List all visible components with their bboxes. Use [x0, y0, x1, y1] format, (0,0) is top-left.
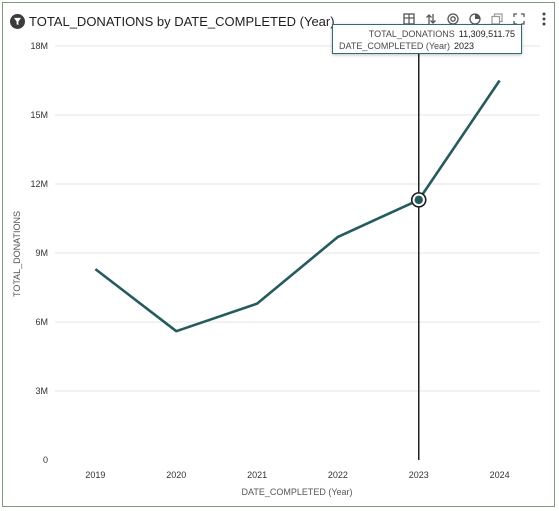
x-tick-label: 2024 [490, 470, 510, 480]
y-axis: 0 3M 6M 9M 12M 15M 18M [30, 41, 48, 465]
y-tick-label: 15M [30, 110, 48, 120]
chart-title: TOTAL_DONATIONS by DATE_COMPLETED (Year) [29, 13, 335, 29]
tooltip-measure-value: 11,309,511.75 [458, 29, 515, 39]
tooltip-measure-label: TOTAL_DONATIONS [368, 29, 455, 39]
y-tick-label: 3M [35, 386, 48, 396]
y-tick-label: 18M [30, 41, 48, 51]
series-layer [94, 79, 501, 333]
x-axis: 2019 2020 2021 2022 2023 2024 [85, 470, 509, 480]
x-tick-label: 2022 [328, 470, 348, 480]
sort-icon[interactable] [422, 10, 440, 28]
grid-lines [55, 45, 540, 392]
data-tooltip: TOTAL_DONATIONS 11,309,511.75 DATE_COMPL… [332, 24, 522, 54]
x-tick-label: 2021 [247, 470, 267, 480]
chart-panel [2, 2, 555, 507]
chart-header: TOTAL_DONATIONS by DATE_COMPLETED (Year) [10, 10, 335, 32]
x-tick-label: 2023 [409, 470, 429, 480]
more-vertical-icon[interactable] [535, 10, 553, 28]
y-tick-label: 0 [43, 455, 48, 465]
y-tick-label: 12M [30, 179, 48, 189]
y-tick-label: 6M [35, 317, 48, 327]
y-tick-label: 9M [35, 248, 48, 258]
fullscreen-icon[interactable] [510, 10, 528, 28]
tooltip-dimension-value: 2023 [454, 41, 475, 51]
x-axis-title: DATE_COMPLETED (Year) [241, 487, 352, 497]
x-tick-label: 2019 [85, 470, 105, 480]
tooltip-dimension-label: DATE_COMPLETED (Year) [339, 41, 451, 51]
filter-icon[interactable] [10, 13, 25, 29]
chart-toolbar [400, 10, 546, 28]
y-axis-title: TOTAL_DONATIONS [12, 211, 22, 297]
data-point-highlight[interactable] [414, 195, 423, 205]
x-tick-label: 2020 [166, 470, 186, 480]
series-line[interactable] [94, 79, 501, 333]
